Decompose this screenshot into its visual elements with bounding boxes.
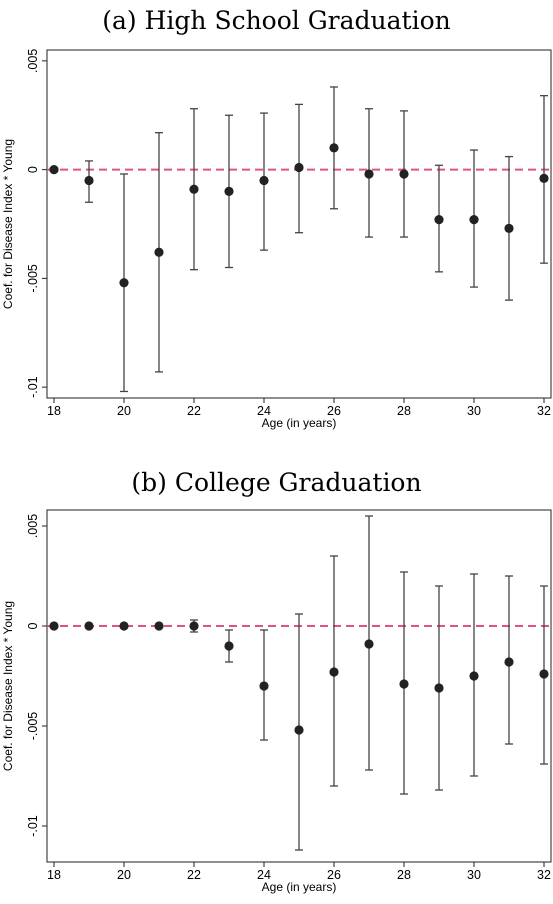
chart-college: .005 0 -.005 -.01 18 20 22 24 26 28 30 32 Age (in ye… bbox=[1, 509, 552, 894]
point-estimate bbox=[399, 679, 409, 689]
x-tick-label: 24 bbox=[257, 868, 271, 882]
point-estimate bbox=[434, 683, 444, 693]
y-tick-label: .005 bbox=[26, 514, 40, 538]
panel-a-title: (a) High School Graduation bbox=[102, 6, 451, 35]
point-estimate bbox=[539, 173, 549, 183]
point-estimate bbox=[49, 165, 59, 175]
y-tick-label: -.005 bbox=[26, 712, 40, 741]
point-estimate bbox=[49, 621, 59, 631]
point-estimate bbox=[329, 143, 339, 153]
x-tick-label: 24 bbox=[257, 404, 271, 418]
x-tick-label: 30 bbox=[467, 404, 481, 418]
point-estimate bbox=[294, 162, 304, 173]
point-estimate bbox=[294, 725, 304, 735]
point-estimate bbox=[539, 669, 549, 679]
x-tick-label: 28 bbox=[397, 868, 411, 882]
point-estimate bbox=[154, 247, 164, 257]
point-estimate bbox=[504, 223, 514, 233]
y-tick-label: 0 bbox=[26, 166, 40, 173]
x-tick-label: 32 bbox=[537, 404, 551, 418]
point-estimate bbox=[84, 621, 94, 631]
point-estimate bbox=[224, 641, 234, 651]
y-tick-label: -.01 bbox=[26, 815, 40, 837]
point-estimate bbox=[259, 175, 269, 186]
x-tick-label: 20 bbox=[117, 404, 131, 418]
y-axis-label: Coef. for Disease Index * Young bbox=[1, 601, 15, 771]
x-tick-label: 20 bbox=[117, 868, 131, 882]
x-tick-label: 26 bbox=[327, 868, 341, 882]
x-tick-label: 22 bbox=[187, 404, 201, 418]
y-tick-label: -.005 bbox=[26, 264, 40, 293]
point-estimate bbox=[189, 621, 199, 631]
chart-high-school: .005 0 -.005 -.01 18 20 22 24 26 28 30 32 Age (in ye… bbox=[1, 49, 552, 430]
x-tick-label: 18 bbox=[47, 868, 61, 882]
x-tick-label: 28 bbox=[397, 404, 411, 418]
y-tick-label: -.01 bbox=[26, 376, 40, 398]
point-estimate bbox=[399, 169, 409, 179]
point-estimate bbox=[84, 175, 94, 186]
point-estimate bbox=[504, 657, 514, 667]
point-estimate bbox=[434, 215, 444, 225]
point-estimate bbox=[469, 671, 479, 681]
point-estimate bbox=[329, 667, 339, 677]
point-estimate bbox=[259, 681, 269, 691]
point-estimate bbox=[154, 621, 164, 631]
point-estimate bbox=[469, 215, 479, 225]
y-tick-label: 0 bbox=[26, 622, 40, 629]
y-axis-label: Coef. for Disease Index * Young bbox=[1, 139, 15, 309]
plot-frame bbox=[46, 509, 552, 863]
point-estimate bbox=[224, 186, 234, 196]
x-axis-label: Age (in years) bbox=[262, 880, 337, 894]
point-estimate bbox=[189, 184, 199, 194]
y-tick-label: .005 bbox=[26, 49, 40, 73]
point-estimate bbox=[364, 169, 374, 179]
x-tick-label: 26 bbox=[327, 404, 341, 418]
point-estimate bbox=[119, 621, 129, 631]
x-tick-label: 32 bbox=[537, 868, 551, 882]
point-estimate bbox=[119, 278, 129, 288]
x-tick-label: 18 bbox=[47, 404, 61, 418]
point-estimate bbox=[364, 639, 374, 649]
x-tick-label: 30 bbox=[467, 868, 481, 882]
x-axis-label: Age (in years) bbox=[262, 416, 337, 430]
x-tick-label: 22 bbox=[187, 868, 201, 882]
plot-frame bbox=[46, 49, 552, 399]
panel-b-title: (b) College Graduation bbox=[131, 468, 422, 497]
